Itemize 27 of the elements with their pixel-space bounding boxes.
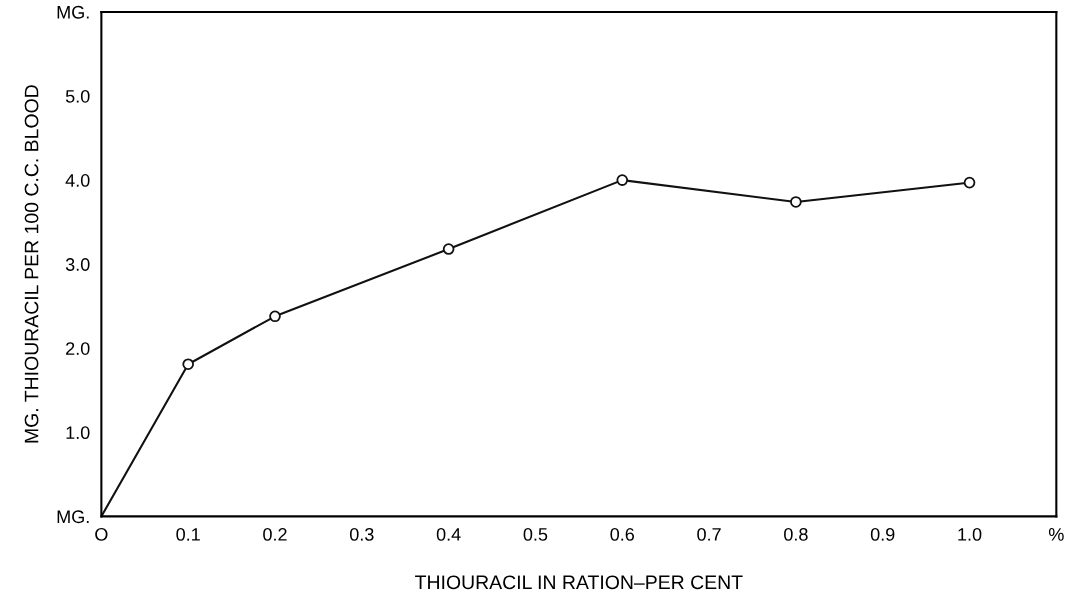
point	[442, 243, 455, 255]
y-tick-label: MG.	[57, 5, 89, 19]
y-tick-label: 3.0	[65, 258, 90, 271]
y-tick-label: 5.0	[65, 89, 90, 103]
x-tick-label: 0.3	[349, 527, 374, 541]
point	[790, 196, 802, 208]
x-tick-label: 0.4	[436, 527, 461, 541]
y-tick-label: MG.	[57, 510, 89, 524]
x-axis-title: THIOURACIL IN RATION–PER CENT	[415, 575, 743, 590]
x-tick-label: 0.2	[263, 527, 287, 541]
point	[182, 358, 194, 371]
x-tick-label: O	[95, 527, 108, 541]
x-tick-label: 0.7	[697, 527, 721, 541]
y-tick-label: 2.0	[66, 342, 90, 355]
y-tick-label: 1.0	[66, 426, 90, 440]
x-tick-label: 1.0	[958, 527, 982, 541]
x-tick-label: 0.5	[523, 527, 548, 541]
y-tick-label: 4.0	[65, 174, 90, 187]
x-tick-label: 0.9	[870, 527, 895, 541]
point	[616, 174, 629, 186]
y-axis-title: MG. THIOURACIL PER 100 C.C. BLOOD	[24, 85, 39, 443]
x-tick-label: 0.6	[610, 527, 635, 541]
point	[963, 176, 976, 189]
x-tick-label: %	[1048, 528, 1064, 541]
x-tick-label: 0.8	[784, 527, 808, 541]
x-tick-label: 0.1	[176, 527, 200, 541]
point	[269, 310, 281, 323]
